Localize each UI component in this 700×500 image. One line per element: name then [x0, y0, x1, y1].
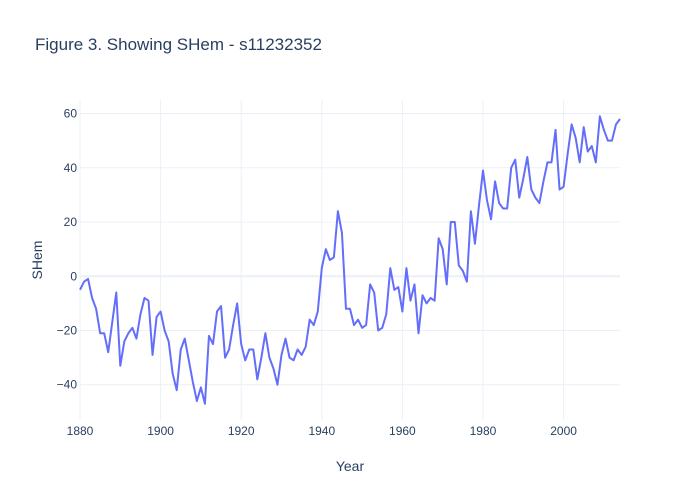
x-tick-label: 1900 — [147, 424, 174, 438]
y-tick-label: 0 — [70, 269, 77, 283]
y-tick-label: 60 — [64, 107, 78, 121]
x-axis-title: Year — [336, 458, 365, 474]
y-tick-label: 40 — [64, 161, 78, 175]
y-axis-ticks: −40 −20 0 20 40 60 — [57, 107, 78, 392]
x-tick-label: 1880 — [67, 424, 94, 438]
y-tick-label: −40 — [57, 378, 78, 392]
y-tick-label: 20 — [64, 215, 78, 229]
y-axis-title: SHem — [29, 241, 45, 280]
x-tick-label: 1920 — [228, 424, 255, 438]
x-tick-label: 1960 — [389, 424, 416, 438]
gridlines — [79, 100, 620, 420]
x-tick-label: 1980 — [470, 424, 497, 438]
x-tick-label: 1940 — [308, 424, 335, 438]
x-axis-ticks: 1880 1900 1920 1940 1960 1980 2000 — [67, 424, 578, 438]
chart-title: Figure 3. Showing SHem - s11232352 — [35, 35, 322, 54]
series-line — [79, 115, 621, 405]
x-tick-label: 2000 — [550, 424, 577, 438]
y-tick-label: −20 — [57, 324, 78, 338]
